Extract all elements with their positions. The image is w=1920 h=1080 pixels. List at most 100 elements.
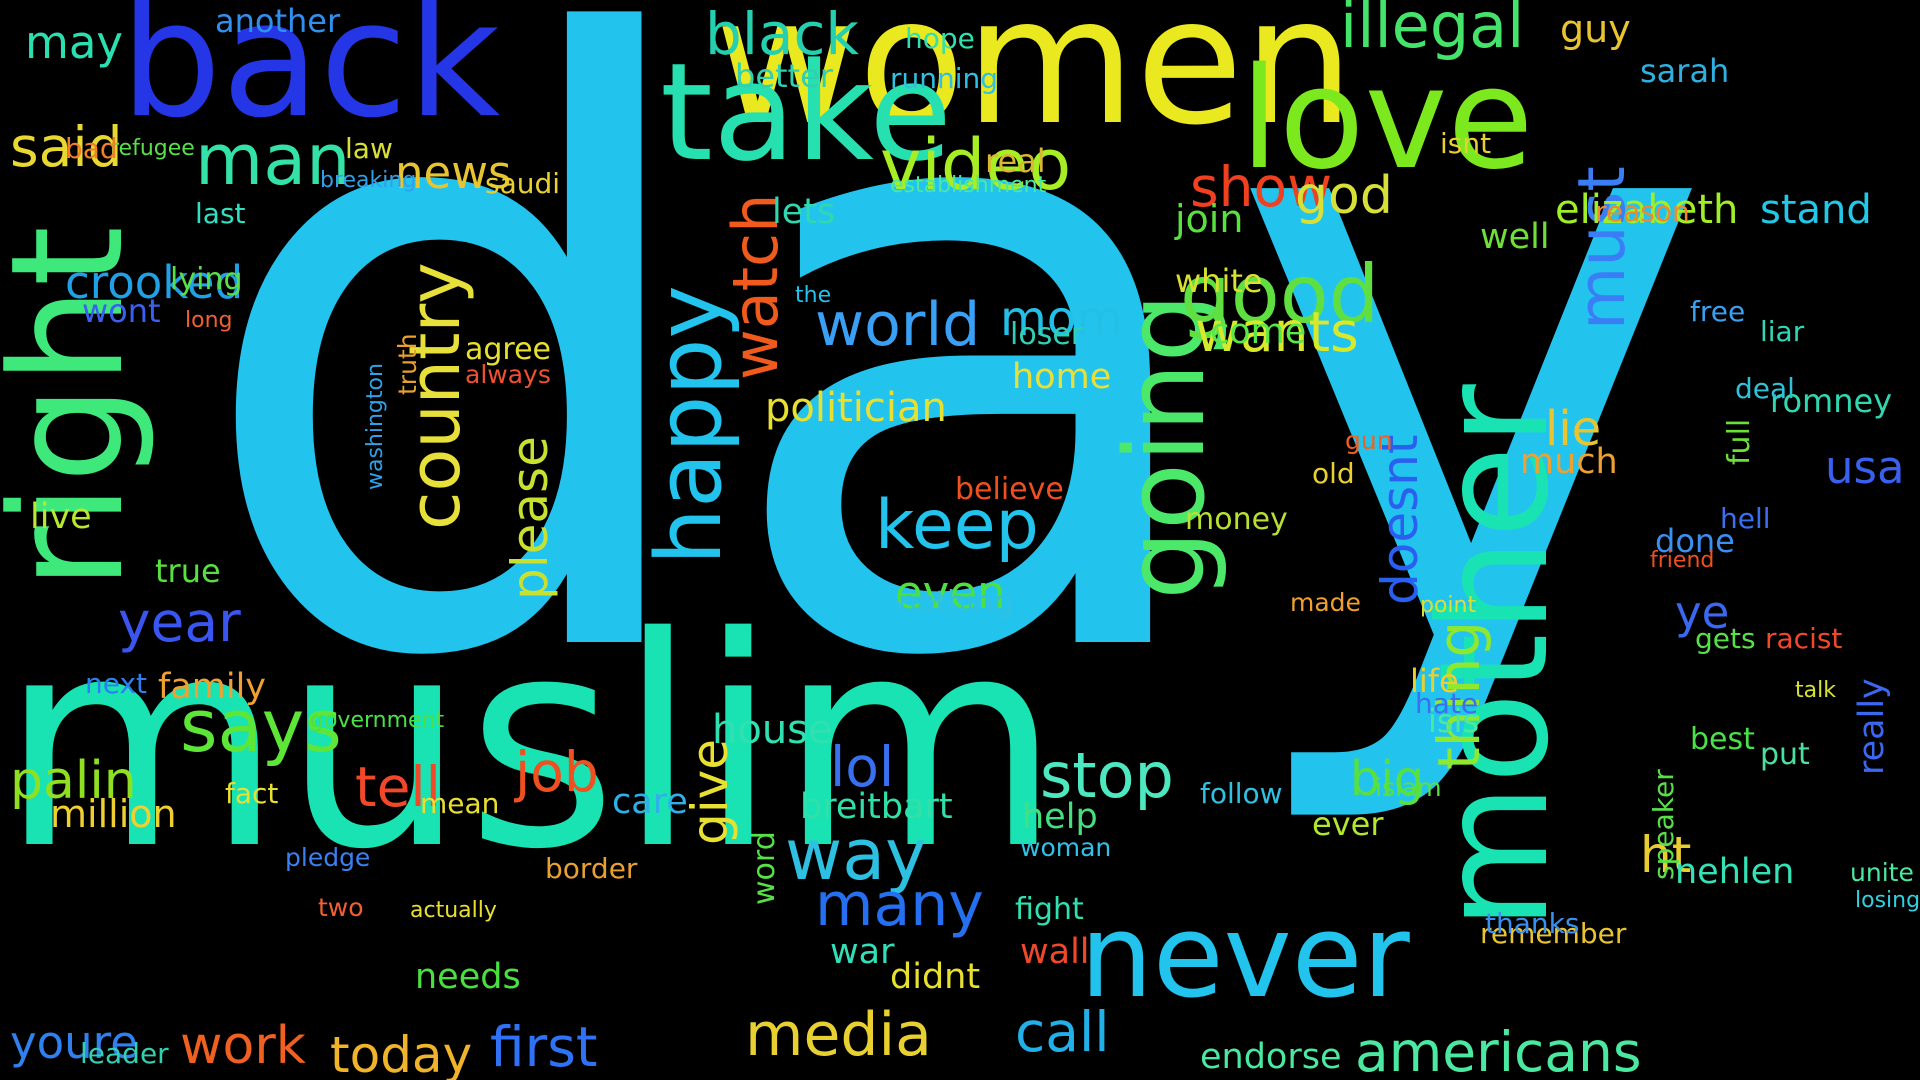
word-fact: fact (225, 777, 279, 810)
word-ye: ye (1675, 586, 1730, 639)
word-speaker: speaker (1647, 769, 1680, 880)
word-thanks: thanks (1485, 907, 1580, 940)
word-way: way (785, 814, 927, 896)
word-sarah: sarah (1640, 52, 1730, 90)
word-show: show (1190, 155, 1333, 219)
word-million: million (50, 792, 177, 836)
word-real: real (985, 142, 1046, 180)
word-man: man (195, 119, 351, 201)
word-losing: losing (1855, 888, 1920, 913)
word-loser: loser (1010, 317, 1084, 352)
word-says: says (180, 684, 342, 768)
word-women: women (715, 0, 1355, 164)
word-ever: ever (1312, 805, 1384, 843)
word-come: come (1210, 312, 1307, 352)
word-stand: stand (1760, 187, 1872, 233)
word-reason: reason (1595, 195, 1690, 228)
word-usa: usa (1825, 441, 1905, 494)
word-well: well (1480, 217, 1550, 257)
word-government: government (310, 708, 445, 733)
word-job: job (515, 740, 599, 804)
word-god: god (1295, 166, 1393, 226)
word-leader: leader (80, 1037, 169, 1070)
word-pledge: pledge (285, 843, 371, 872)
word-didnt: didnt (890, 957, 981, 997)
word-free: free (1690, 295, 1746, 328)
word-endorse: endorse (1200, 1037, 1342, 1077)
word-today: today (330, 1026, 473, 1080)
word-better: better (735, 57, 833, 95)
word-love: love (1240, 38, 1534, 201)
word-made: made (1290, 588, 1361, 617)
word-crooked: crooked (65, 256, 244, 309)
word-nothing: nothing (898, 585, 1013, 620)
word-video: video (880, 124, 1072, 206)
word-woman: woman (1020, 833, 1112, 862)
word-fight: fight (1015, 892, 1084, 927)
word-refugee: refugee (110, 136, 195, 161)
word-media: media (745, 1000, 932, 1070)
word-care: care (612, 782, 688, 822)
word-family: family (158, 667, 267, 707)
word-country: country (394, 262, 476, 530)
word-live: live (30, 497, 92, 537)
word-romney: romney (1770, 382, 1893, 420)
word-good: good (1180, 248, 1380, 341)
word-news: news (395, 146, 512, 199)
word-please: please (501, 436, 559, 600)
word-doesnt: doesnt (1371, 434, 1429, 605)
word-help: help (1022, 797, 1098, 837)
word-even: even (895, 566, 1006, 619)
word-elizabeth: elizabeth (1555, 187, 1739, 233)
word-put: put (1760, 737, 1810, 772)
word-lets: lets (772, 192, 836, 232)
word-washington: washington (363, 363, 388, 490)
word-saudi: saudi (485, 167, 561, 200)
word-needs: needs (415, 957, 521, 997)
word-wall: wall (1020, 932, 1090, 972)
word-agree: agree (465, 332, 552, 367)
word-world: world (815, 290, 981, 360)
word-remember: remember (1480, 917, 1627, 950)
word-islam: islam (1375, 773, 1442, 802)
word-bad: bad (65, 132, 118, 165)
word-racist: racist (1765, 622, 1843, 655)
word-two: two (318, 893, 364, 922)
word-mean: mean (420, 787, 500, 820)
word-call: call (1015, 1000, 1110, 1064)
word-long: long (185, 308, 233, 333)
word-really: really (1852, 678, 1892, 775)
word-keep: keep (875, 486, 1039, 565)
word-believe: believe (955, 472, 1064, 507)
word-muslim: muslim (0, 576, 1062, 913)
word-running: running (890, 62, 999, 95)
word-white: white (1175, 262, 1263, 300)
word-actually: actually (410, 898, 497, 923)
word-establishment: establishment (890, 173, 1047, 198)
word-guy: guy (1560, 7, 1631, 51)
word-politician: politician (765, 385, 947, 431)
word-life: life (1410, 662, 1459, 700)
word-truth: truth (393, 333, 422, 395)
word-unite: unite (1850, 858, 1914, 887)
word-first: first (490, 1015, 598, 1079)
word-black: black (705, 0, 859, 68)
word-said: said (10, 115, 123, 179)
word-border: border (545, 852, 638, 885)
word-house: house (712, 707, 833, 753)
word-stop: stop (1040, 739, 1174, 812)
word-lying: lying (170, 262, 243, 297)
word-youre: youre (10, 1016, 138, 1069)
word-day: day (190, 0, 1717, 838)
word-done: done (1655, 522, 1735, 560)
word-may: may (25, 16, 124, 69)
word-war: war (830, 932, 895, 972)
word-another: another (215, 2, 341, 40)
word-full: full (1722, 418, 1757, 465)
word-money: money (1185, 502, 1288, 537)
word-point: point (1420, 593, 1477, 618)
word-always: always (465, 360, 551, 389)
word-palin: palin (10, 751, 137, 811)
word-old: old (1312, 457, 1355, 490)
word-much: much (1520, 442, 1618, 482)
